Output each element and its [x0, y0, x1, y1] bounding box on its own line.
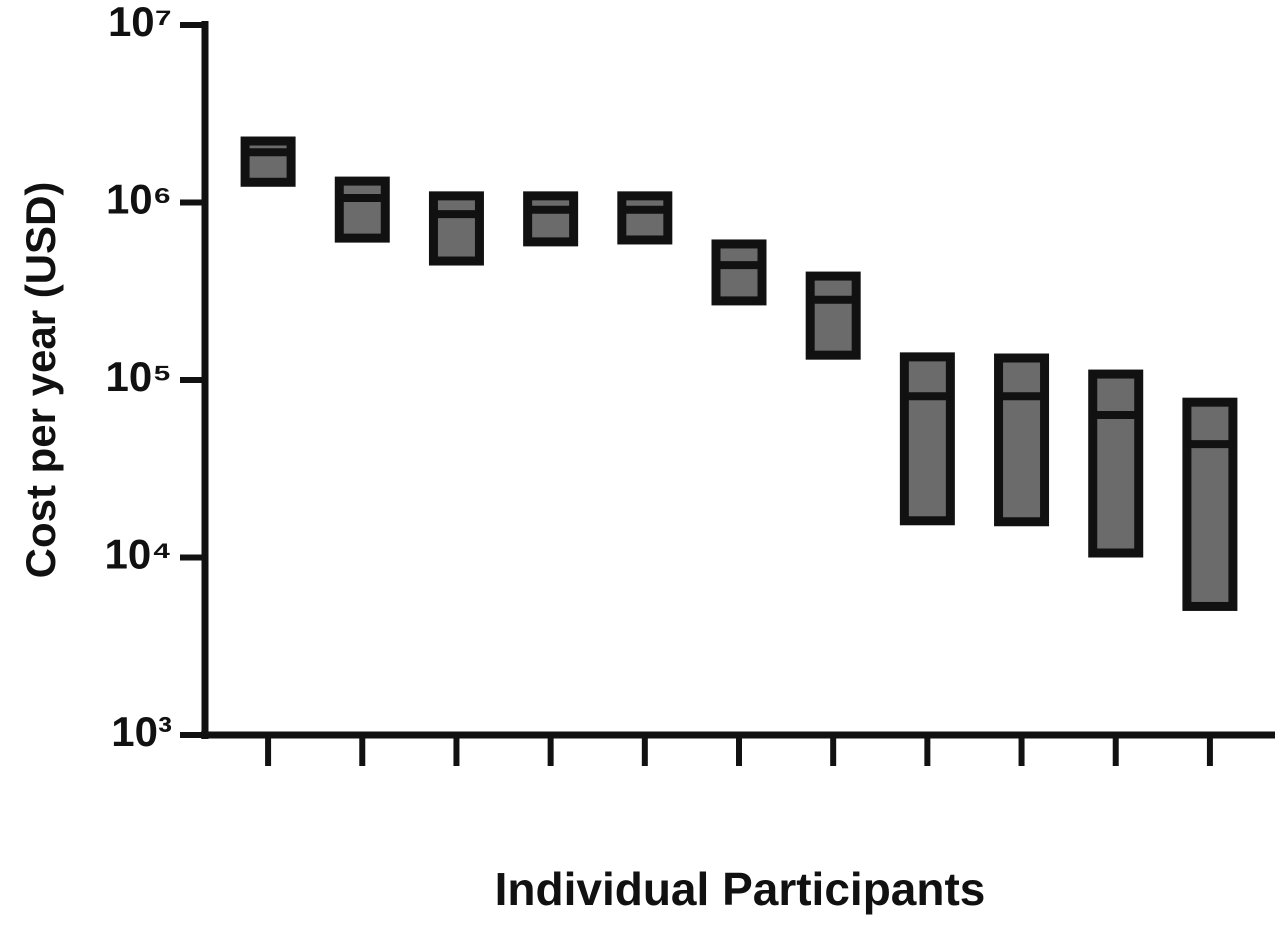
range-bar [334, 176, 390, 243]
range-bar [428, 191, 484, 266]
y-tick-label: 10⁴ [105, 531, 173, 578]
x-axis-title: Individual Participants [495, 863, 986, 915]
range-bar [805, 271, 861, 360]
range-bar [711, 239, 767, 306]
range-bar [240, 136, 296, 187]
y-axis-title: Cost per year (USD) [17, 182, 64, 579]
y-tick-label: 10⁷ [108, 0, 172, 45]
range-bar [1088, 369, 1144, 558]
range-bar [1182, 397, 1238, 611]
range-bar [617, 191, 673, 245]
y-tick-label: 10⁵ [106, 353, 172, 400]
y-tick-label: 10⁶ [106, 176, 172, 223]
range-bar [994, 353, 1050, 527]
range-bar [523, 191, 579, 247]
range-bar [899, 352, 955, 526]
y-tick-label: 10³ [111, 708, 172, 755]
